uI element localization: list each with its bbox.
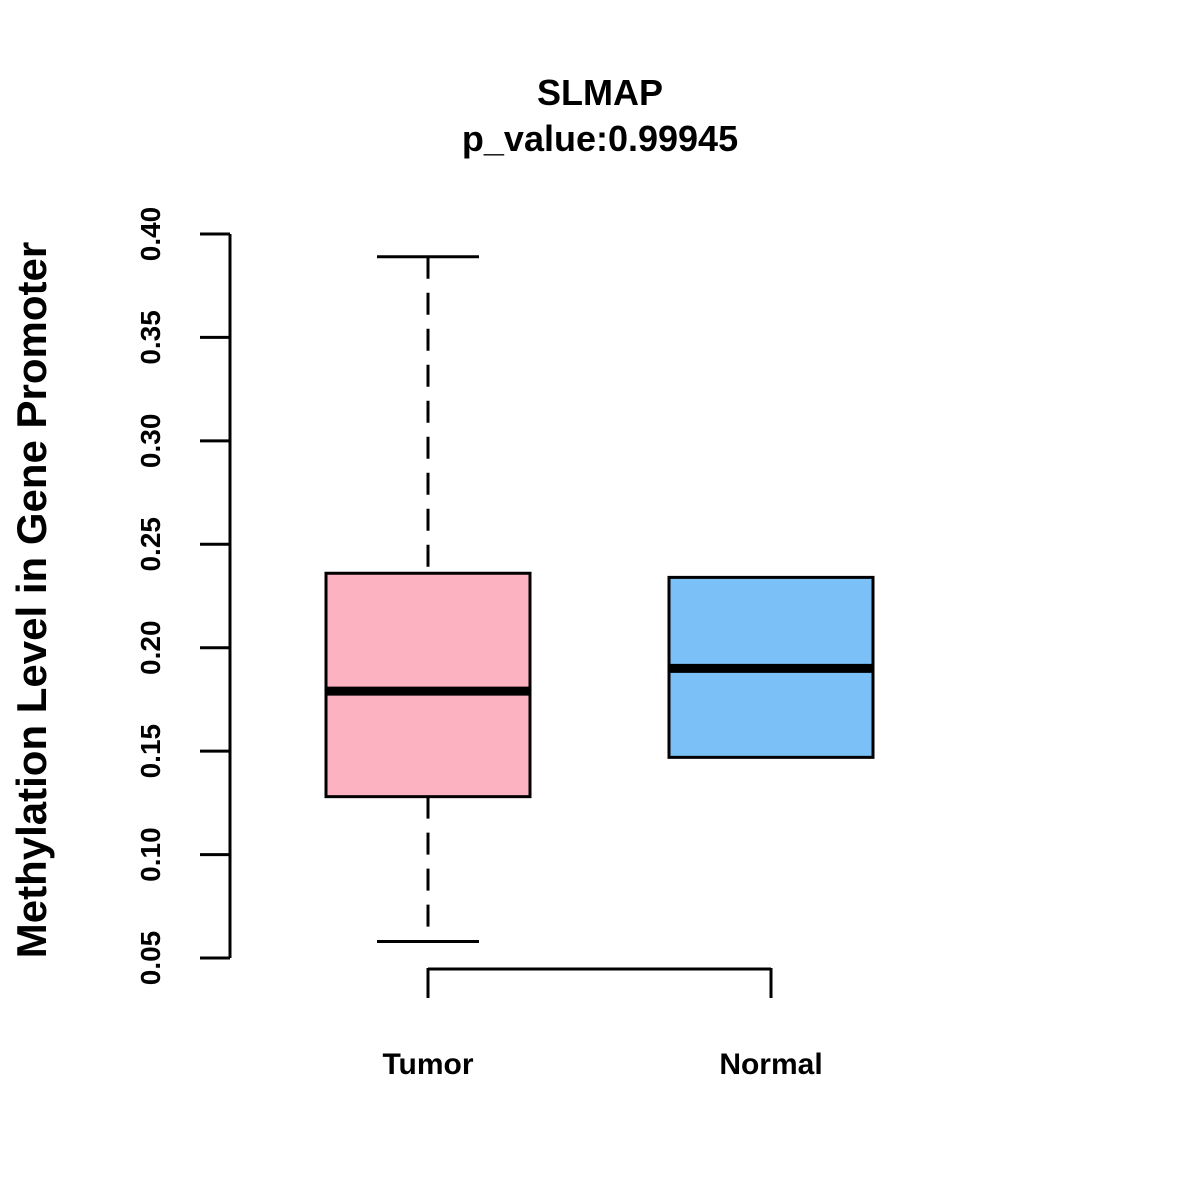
box-body <box>324 571 532 799</box>
boxes-layer <box>324 255 875 943</box>
y-tick-label: 0.05 <box>135 931 166 986</box>
y-tick-label: 0.25 <box>135 517 166 572</box>
y-tick-label: 0.10 <box>135 827 166 882</box>
box-normal <box>667 575 875 759</box>
y-axis: 0.05 0.10 0.15 0.20 0.25 0.30 0.35 0.40 <box>135 207 232 986</box>
y-axis-label: Methylation Level in Gene Promoter <box>8 242 55 958</box>
x-axis: Tumor Normal <box>382 967 823 1081</box>
y-tick-label: 0.30 <box>135 414 166 469</box>
y-tick-label: 0.15 <box>135 724 166 779</box>
x-category-label: Tumor <box>382 1048 473 1081</box>
chart-title: SLMAP <box>537 72 663 113</box>
x-category-label: Normal <box>719 1048 822 1081</box>
y-tick-label: 0.35 <box>135 310 166 365</box>
y-tick-label: 0.20 <box>135 620 166 675</box>
box-tumor <box>324 255 532 943</box>
chart-subtitle: p_value:0.99945 <box>462 118 738 159</box>
y-tick-label: 0.40 <box>135 207 166 262</box>
